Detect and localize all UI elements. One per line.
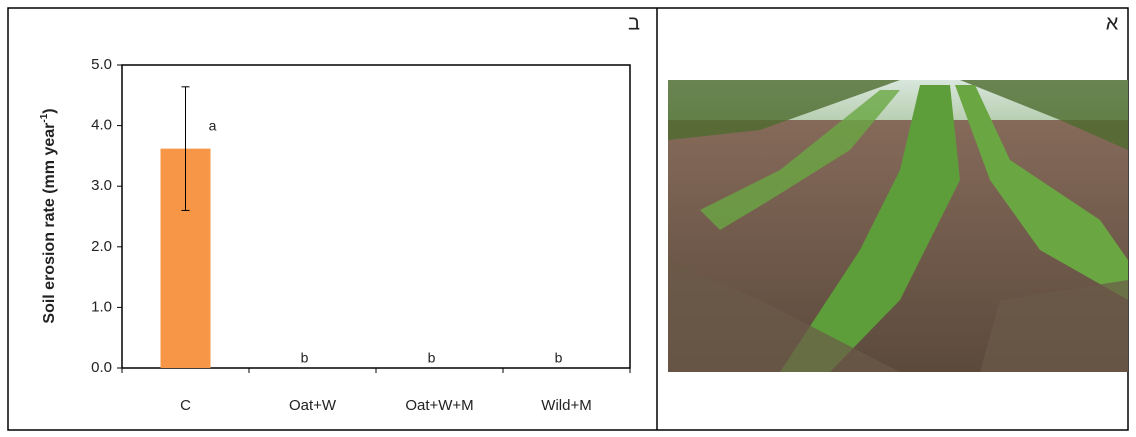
y-tick-label: 1.0 — [91, 298, 112, 315]
x-tick-label: Oat+W+M — [405, 397, 473, 414]
photo-mulch — [980, 280, 1128, 372]
y-axis-label-text: Soil erosion rate (mm year — [41, 123, 58, 324]
photo-mulch — [668, 260, 900, 372]
photo-grass-strip — [955, 85, 1128, 300]
photo-trees — [668, 80, 900, 140]
photo — [668, 80, 1128, 372]
y-axis-label-sup: -1 — [39, 113, 50, 122]
y-axis-label-end: ) — [41, 108, 58, 113]
y-tick-label: 0.0 — [91, 359, 112, 376]
x-tick-label: Oat+W — [289, 397, 337, 414]
significance-label: b — [301, 350, 309, 366]
y-tick-label: 3.0 — [91, 177, 112, 194]
panel-label: ב — [628, 12, 640, 34]
y-axis-label: Soil erosion rate (mm year-1) — [39, 108, 59, 323]
y-tick-label: 4.0 — [91, 117, 112, 134]
significance-label: a — [209, 117, 217, 133]
photo-trees — [960, 80, 1128, 150]
x-tick-label: C — [180, 397, 191, 414]
panel-label: א — [1106, 12, 1119, 34]
significance-label: b — [555, 350, 563, 366]
significance-label: b — [428, 350, 436, 366]
x-tick-label: Wild+M — [541, 397, 591, 414]
y-tick-label: 5.0 — [91, 56, 112, 73]
y-tick-label: 2.0 — [91, 238, 112, 255]
photo-grass-strip — [780, 85, 960, 372]
photo-grass-strip — [700, 90, 900, 230]
